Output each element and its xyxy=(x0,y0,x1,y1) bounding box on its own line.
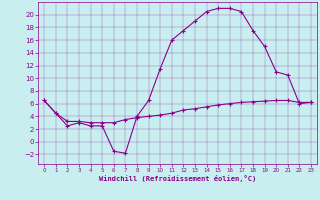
X-axis label: Windchill (Refroidissement éolien,°C): Windchill (Refroidissement éolien,°C) xyxy=(99,175,256,182)
